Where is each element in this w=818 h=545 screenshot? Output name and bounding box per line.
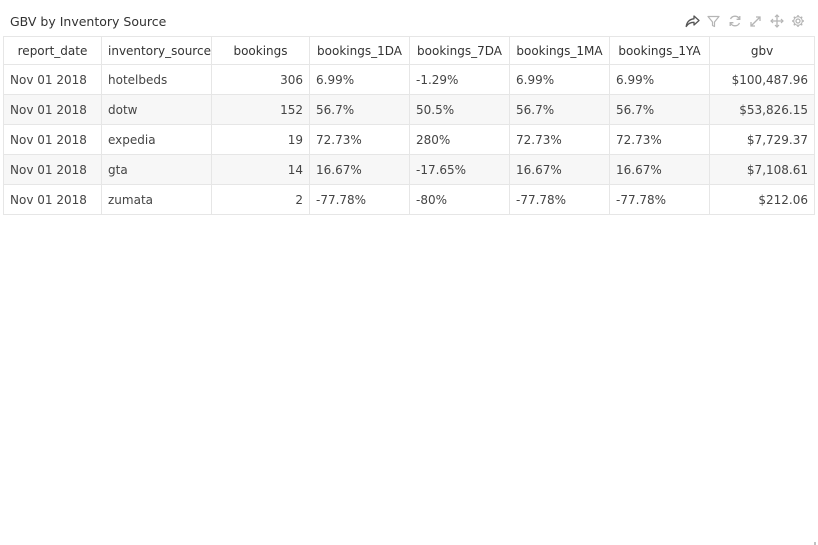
share-icon[interactable] [684, 13, 701, 29]
cell-bookings-7da: 50.5% [409, 94, 510, 125]
cell-bookings-1ma: 16.67% [509, 154, 610, 185]
column-header-bookings-7da[interactable]: bookings_7DA [409, 36, 510, 65]
cell-report-date: Nov 01 2018 [3, 94, 102, 125]
table-row: Nov 01 2018 hotelbeds 306 6.99% -1.29% 6… [3, 64, 815, 95]
column-header-bookings-1da[interactable]: bookings_1DA [309, 36, 410, 65]
cell-inventory-source: zumata [101, 184, 212, 215]
cell-bookings-7da: -17.65% [409, 154, 510, 185]
column-header-bookings-1ya[interactable]: bookings_1YA [609, 36, 710, 65]
cell-bookings-1da: 56.7% [309, 94, 410, 125]
cell-bookings-1ma: 72.73% [509, 124, 610, 155]
cell-bookings-1ma: 6.99% [509, 64, 610, 95]
move-icon[interactable] [768, 13, 785, 29]
cell-gbv: $53,826.15 [709, 94, 815, 125]
cell-bookings: 2 [211, 184, 310, 215]
panel-title: GBV by Inventory Source [10, 14, 167, 29]
cell-report-date: Nov 01 2018 [3, 154, 102, 185]
cell-bookings: 306 [211, 64, 310, 95]
panel-toolbar [680, 12, 806, 30]
filter-icon[interactable] [705, 13, 722, 29]
cell-inventory-source: hotelbeds [101, 64, 212, 95]
cell-bookings-1ya: 72.73% [609, 124, 710, 155]
column-header-gbv[interactable]: gbv [709, 36, 815, 65]
cell-gbv: $7,729.37 [709, 124, 815, 155]
cell-bookings-1ya: 56.7% [609, 94, 710, 125]
cell-bookings: 19 [211, 124, 310, 155]
column-header-bookings[interactable]: bookings [211, 36, 310, 65]
cell-bookings-1da: -77.78% [309, 184, 410, 215]
cell-inventory-source: gta [101, 154, 212, 185]
expand-icon[interactable] [747, 13, 764, 29]
cell-report-date: Nov 01 2018 [3, 64, 102, 95]
cell-bookings-1ma: -77.78% [509, 184, 610, 215]
resize-handle-icon[interactable] [808, 534, 816, 545]
cell-report-date: Nov 01 2018 [3, 184, 102, 215]
panel-header: GBV by Inventory Source [0, 0, 818, 36]
cell-bookings-1da: 16.67% [309, 154, 410, 185]
data-table: report_date inventory_source bookings bo… [3, 36, 815, 215]
column-header-report-date[interactable]: report_date [3, 36, 102, 65]
table-row: Nov 01 2018 zumata 2 -77.78% -80% -77.78… [3, 184, 815, 215]
cell-bookings-1ya: 6.99% [609, 64, 710, 95]
cell-bookings-7da: -80% [409, 184, 510, 215]
cell-gbv: $212.06 [709, 184, 815, 215]
cell-report-date: Nov 01 2018 [3, 124, 102, 155]
cell-bookings-1da: 6.99% [309, 64, 410, 95]
cell-inventory-source: expedia [101, 124, 212, 155]
cell-bookings-1ma: 56.7% [509, 94, 610, 125]
table-row: Nov 01 2018 dotw 152 56.7% 50.5% 56.7% 5… [3, 94, 815, 125]
cell-inventory-source: dotw [101, 94, 212, 125]
column-header-inventory-source[interactable]: inventory_source [101, 36, 212, 65]
table-row: Nov 01 2018 gta 14 16.67% -17.65% 16.67%… [3, 154, 815, 185]
cell-bookings-1da: 72.73% [309, 124, 410, 155]
table-header-row: report_date inventory_source bookings bo… [3, 36, 815, 65]
column-header-bookings-1ma[interactable]: bookings_1MA [509, 36, 610, 65]
settings-icon[interactable] [789, 13, 806, 29]
table-row: Nov 01 2018 expedia 19 72.73% 280% 72.73… [3, 124, 815, 155]
cell-bookings: 152 [211, 94, 310, 125]
cell-bookings: 14 [211, 154, 310, 185]
cell-bookings-1ya: -77.78% [609, 184, 710, 215]
cell-bookings-7da: 280% [409, 124, 510, 155]
cell-bookings-1ya: 16.67% [609, 154, 710, 185]
cell-gbv: $7,108.61 [709, 154, 815, 185]
data-table-container: report_date inventory_source bookings bo… [3, 36, 815, 215]
cell-gbv: $100,487.96 [709, 64, 815, 95]
cell-bookings-7da: -1.29% [409, 64, 510, 95]
refresh-icon[interactable] [726, 13, 743, 29]
